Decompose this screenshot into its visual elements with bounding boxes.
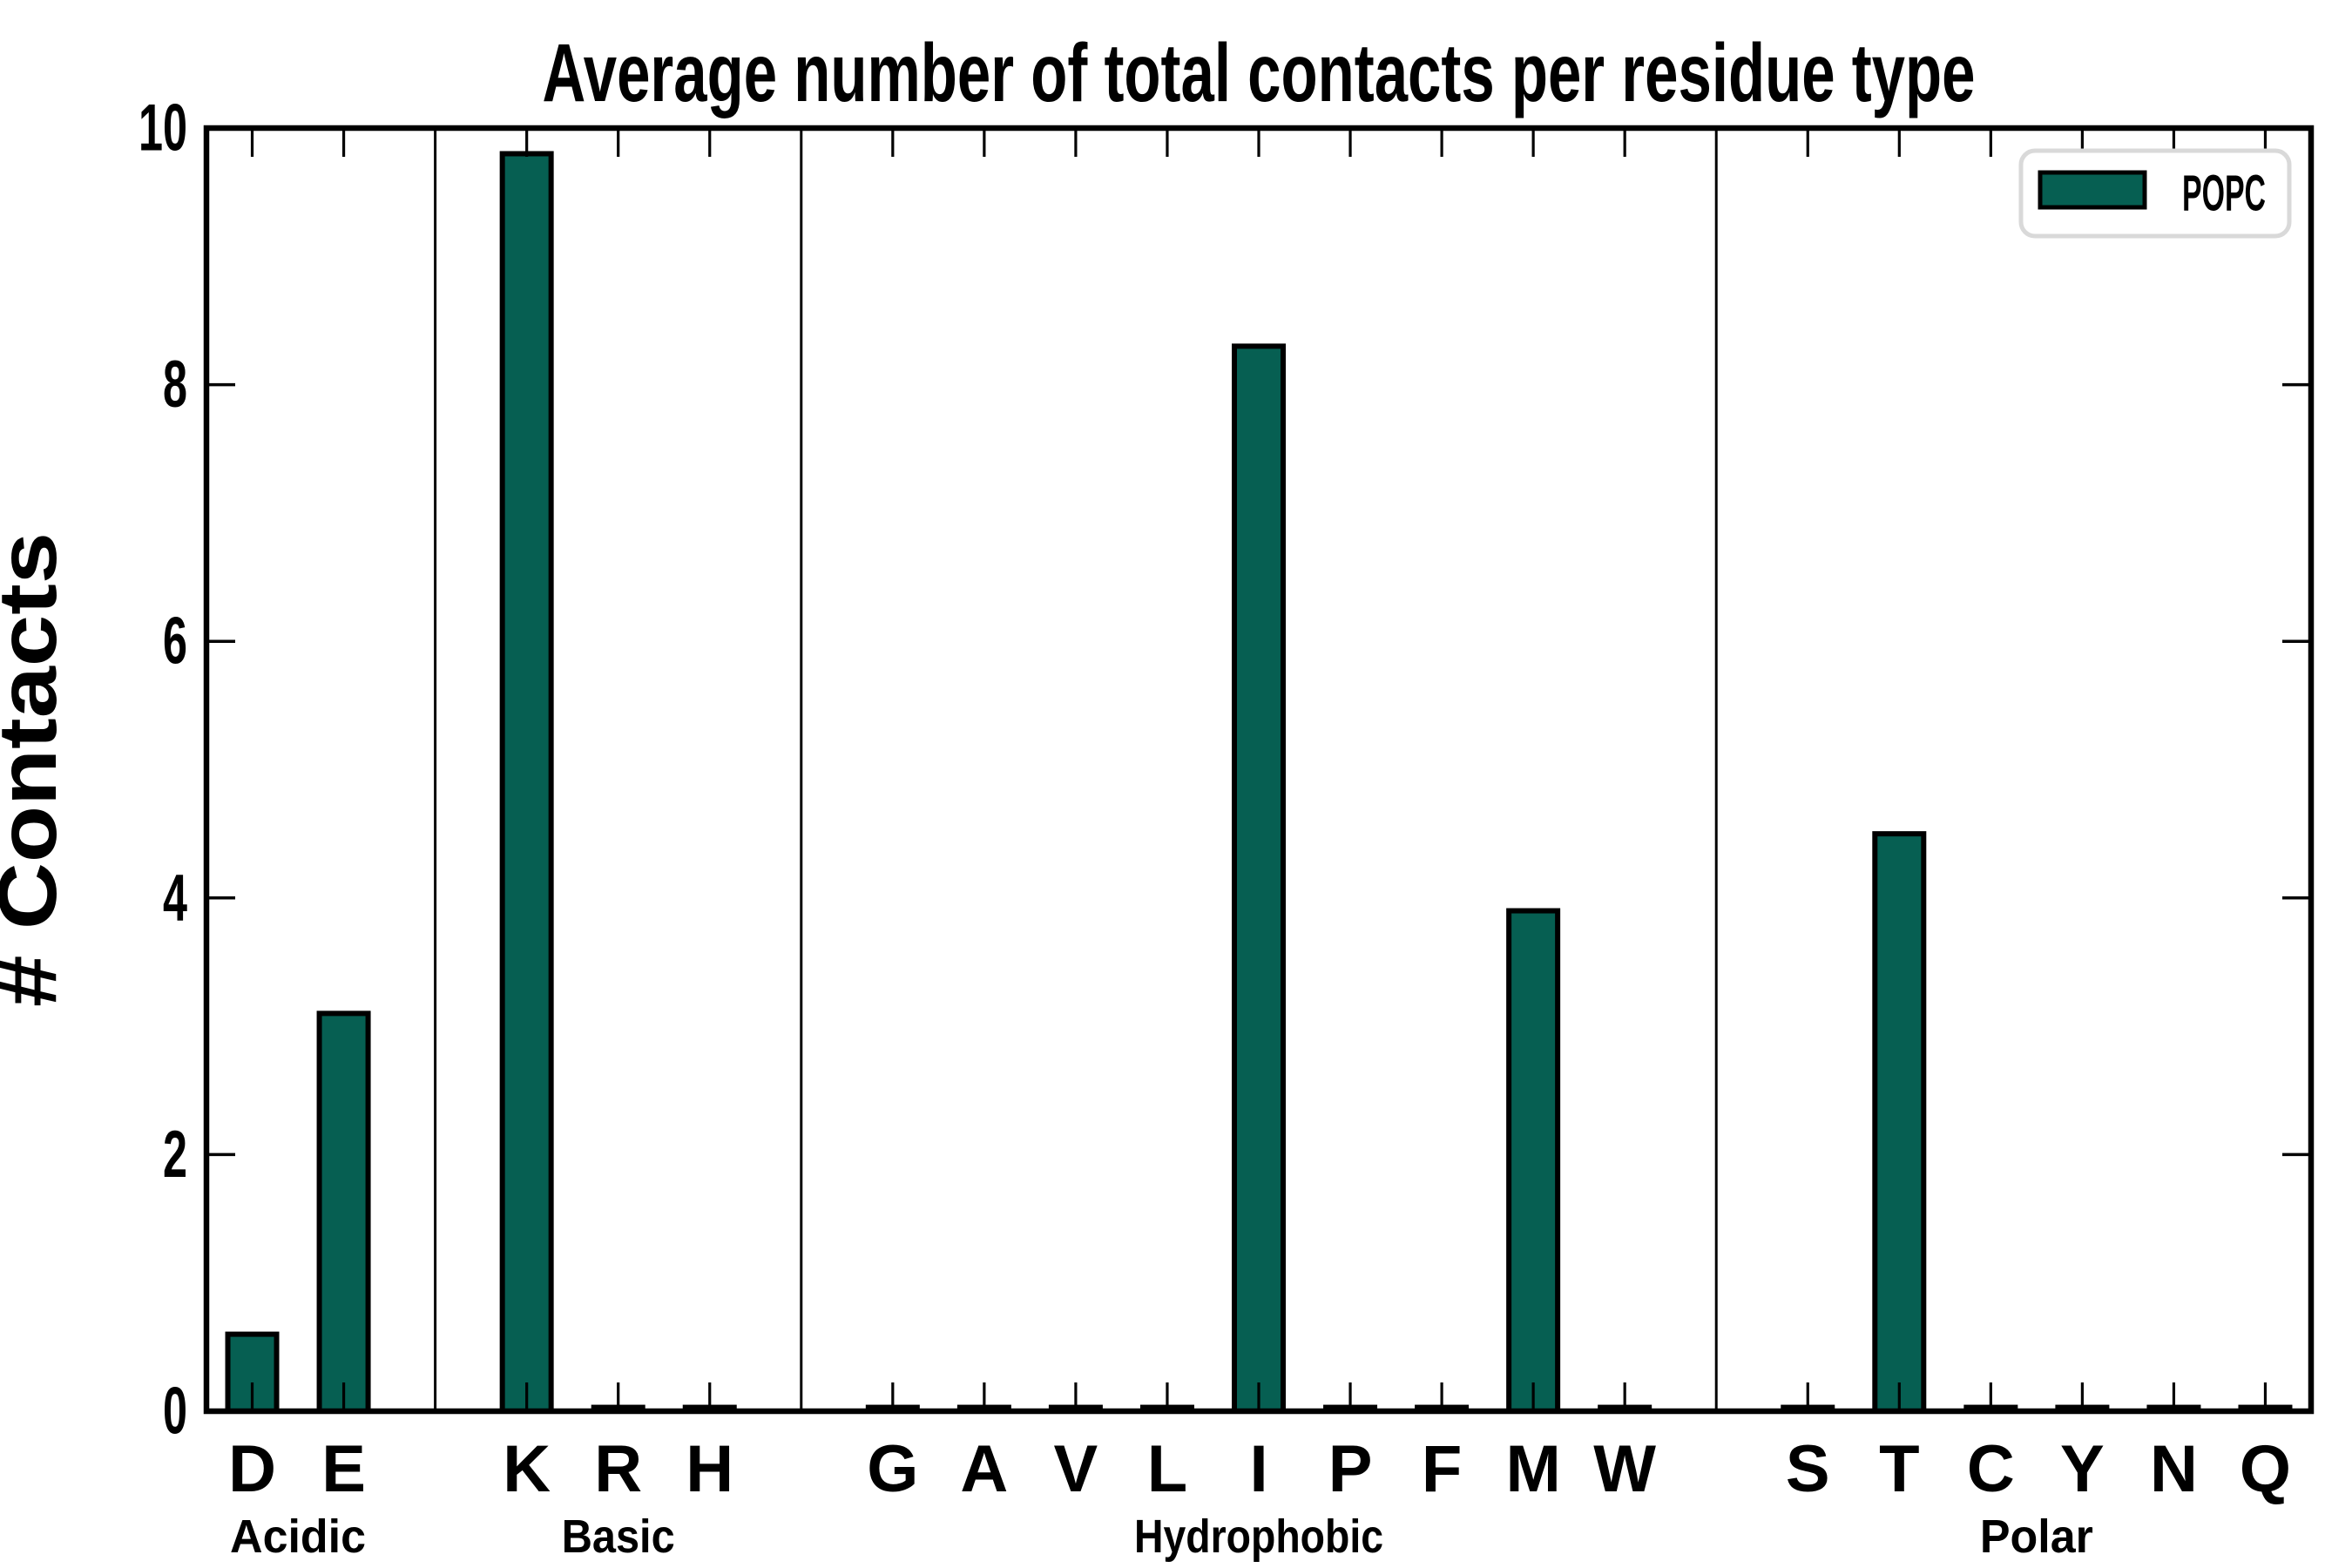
x-label-Q: Q bbox=[2240, 1432, 2291, 1506]
x-label-G: G bbox=[867, 1432, 918, 1506]
x-label-A: A bbox=[960, 1432, 1008, 1506]
legend-swatch-popc bbox=[2038, 170, 2147, 210]
x-label-Y: Y bbox=[2060, 1432, 2105, 1506]
y-tick-label-0: 0 bbox=[163, 1375, 187, 1449]
x-label-D: D bbox=[228, 1432, 276, 1506]
y-tick-label-2: 2 bbox=[163, 1118, 187, 1192]
x-label-K: K bbox=[503, 1432, 551, 1506]
x-label-L: L bbox=[1147, 1432, 1187, 1506]
x-label-N: N bbox=[2150, 1432, 2198, 1506]
bar-M bbox=[1506, 908, 1561, 1414]
y-tick-label-4: 4 bbox=[163, 861, 187, 935]
group-label-hydrophobic: Hydrophobic bbox=[1134, 1511, 1383, 1563]
bar-I bbox=[1232, 343, 1286, 1414]
x-label-F: F bbox=[1422, 1432, 1462, 1506]
x-label-M: M bbox=[1505, 1432, 1560, 1506]
x-label-S: S bbox=[1786, 1432, 1830, 1506]
y-tick-label-6: 6 bbox=[163, 605, 187, 679]
bar-K bbox=[499, 151, 554, 1415]
bar-D bbox=[225, 1331, 280, 1414]
legend-label-popc: POPC bbox=[2182, 166, 2266, 222]
bar-T bbox=[1872, 831, 1927, 1414]
x-label-H: H bbox=[686, 1432, 733, 1506]
x-label-R: R bbox=[594, 1432, 642, 1506]
x-label-W: W bbox=[1593, 1432, 1656, 1506]
x-label-T: T bbox=[1879, 1432, 1919, 1506]
plot-border bbox=[203, 125, 2315, 1415]
x-label-P: P bbox=[1328, 1432, 1373, 1506]
x-label-C: C bbox=[1967, 1432, 2015, 1506]
x-label-V: V bbox=[1054, 1432, 1098, 1506]
x-label-I: I bbox=[1249, 1432, 1267, 1506]
y-axis-label: # Contacts bbox=[0, 532, 74, 1007]
y-tick-label-10: 10 bbox=[139, 91, 187, 166]
y-tick-label-8: 8 bbox=[163, 348, 187, 422]
x-label-E: E bbox=[321, 1432, 366, 1506]
group-label-acidic: Acidic bbox=[230, 1511, 366, 1563]
chart-title: Average number of total contacts per res… bbox=[543, 27, 1976, 119]
group-label-basic: Basic bbox=[562, 1511, 675, 1563]
group-label-polar: Polar bbox=[1980, 1511, 2093, 1563]
bar-E bbox=[316, 1010, 371, 1414]
